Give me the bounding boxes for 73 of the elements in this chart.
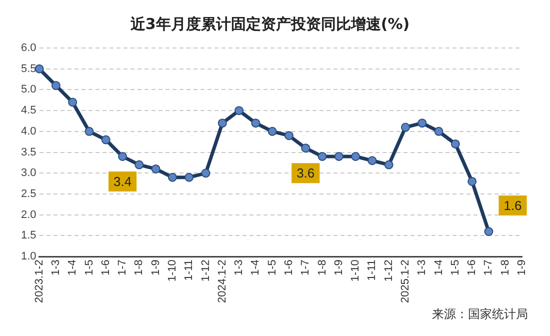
point	[468, 176, 477, 186]
x-tick-label: 1-8	[316, 260, 328, 276]
point	[301, 144, 310, 153]
point	[251, 118, 260, 128]
x-tick-label: 1-5	[449, 260, 462, 276]
point	[68, 98, 78, 107]
point	[450, 139, 460, 148]
point	[51, 81, 60, 90]
chart-title: 近3年月度累计固定资产投资同比增速(%)	[129, 14, 410, 33]
point	[201, 168, 210, 178]
point	[418, 118, 427, 128]
y-tick-label: 4.0	[20, 125, 36, 138]
x-tick-label: 1-11	[183, 260, 196, 281]
point	[268, 126, 277, 136]
x-tick-label: 1-3	[416, 260, 428, 276]
data-label: 1.6	[504, 198, 522, 214]
point	[434, 126, 444, 136]
y-tick-label: 2.5	[20, 188, 36, 200]
x-tick-label: 1-8	[499, 260, 512, 276]
x-tick-label: 1-12	[382, 260, 395, 282]
point	[34, 64, 44, 74]
data-label: 3.4	[113, 174, 132, 190]
y-tick-label: 6.0	[20, 42, 36, 54]
x-tick-label: 1-6	[466, 260, 478, 276]
y-tick-label: 1.5	[20, 230, 36, 242]
x-tick-label: 1-8	[133, 260, 146, 276]
point	[84, 126, 94, 136]
x-tick-label: 1-9	[516, 260, 528, 276]
y-tick-label: 5.5	[20, 62, 36, 75]
x-tick-label: 1-7	[482, 260, 495, 276]
point	[218, 118, 227, 128]
y-tick-label: 3.5	[20, 146, 36, 158]
point	[151, 164, 160, 174]
x-tick-label: 1-6	[100, 260, 112, 276]
data-label: 3.6	[296, 166, 315, 181]
x-tick-label: 1-6	[283, 260, 295, 276]
point	[384, 160, 394, 170]
point	[184, 172, 194, 182]
x-tick-label: 1-9	[150, 260, 162, 276]
point	[118, 152, 128, 161]
x-tick-label: 1-12	[200, 260, 212, 282]
point	[234, 106, 244, 116]
y-tick-label: 2.0	[20, 208, 36, 221]
x-tick-label: 1-5	[266, 260, 278, 276]
x-tick-label: 1-3	[50, 260, 62, 276]
point	[368, 156, 377, 166]
point	[284, 131, 294, 140]
point	[168, 172, 177, 182]
point	[318, 152, 327, 161]
x-tick-label: 1-9	[332, 260, 345, 276]
x-tick-label: 1-10	[350, 260, 362, 282]
x-tick-label: 1-10	[166, 260, 178, 282]
x-tick-label: 2025.1-2	[400, 260, 412, 304]
x-tick-label: 1-4	[250, 260, 262, 276]
x-tick-label: 1-4	[432, 260, 445, 276]
x-tick-label: 1-4	[66, 260, 79, 276]
x-tick-label: 1-11	[366, 260, 378, 281]
point	[484, 227, 494, 236]
source-note: 来源：国家统计局	[431, 306, 529, 323]
y-tick-label: 3.0	[20, 167, 36, 180]
x-tick-label: 1-5	[83, 260, 96, 276]
x-tick-label: 2023.1-2	[33, 260, 46, 304]
y-tick-label: 5.0	[20, 84, 36, 96]
x-tick-label: 1-3	[233, 260, 246, 276]
point	[400, 122, 410, 132]
x-tick-label: 1-7	[116, 260, 129, 276]
point	[101, 135, 110, 144]
x-tick-label: 2024.1-2	[216, 260, 228, 304]
point	[351, 152, 360, 161]
y-tick-label: 4.5	[20, 104, 36, 117]
x-tick-label: 1-7	[300, 260, 312, 276]
point	[134, 160, 144, 170]
point	[334, 152, 344, 161]
